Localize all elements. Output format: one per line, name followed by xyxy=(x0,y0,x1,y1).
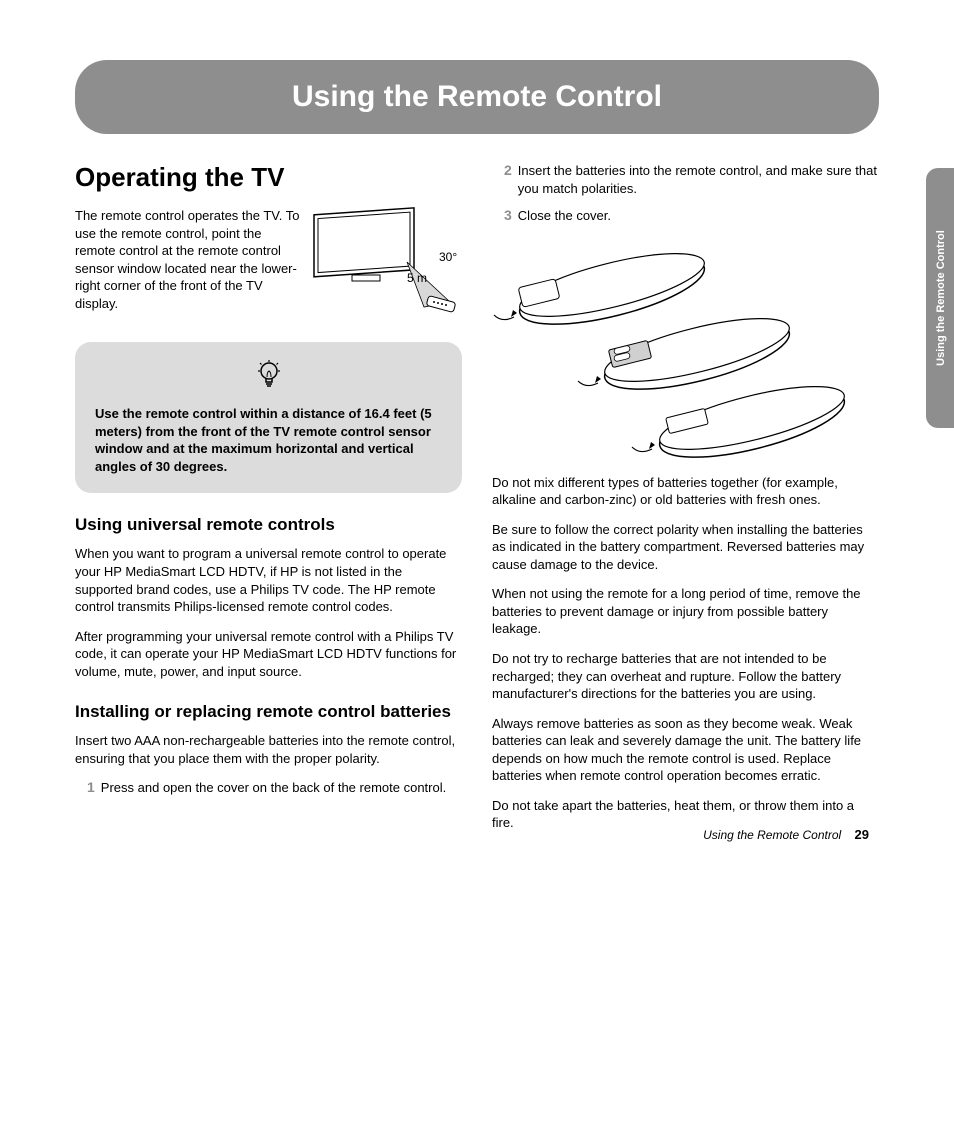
step-item: 2 Insert the batteries into the remote c… xyxy=(504,162,879,197)
footer-section: Using the Remote Control xyxy=(703,828,841,842)
page-content: Using the Remote Control Operating the T… xyxy=(0,0,954,884)
banner-title: Using the Remote Control xyxy=(75,80,879,114)
paragraph: When not using the remote for a long per… xyxy=(492,585,879,638)
page-footer: Using the Remote Control 29 xyxy=(703,827,869,842)
step-text: Insert the batteries into the remote con… xyxy=(518,162,879,197)
paragraph: Do not try to recharge batteries that ar… xyxy=(492,650,879,703)
step-item: 3 Close the cover. xyxy=(504,207,879,225)
tip-box: Use the remote control within a distance… xyxy=(75,342,462,493)
step-text: Close the cover. xyxy=(518,207,611,225)
angle-label: 30° xyxy=(439,250,457,264)
two-column-layout: Operating the TV The remote control oper… xyxy=(75,162,879,844)
intro-block: The remote control operates the TV. To u… xyxy=(75,207,462,324)
lightbulb-icon xyxy=(95,360,442,395)
tv-range-diagram: 5 m 30° xyxy=(312,207,462,322)
remote-step-1 xyxy=(494,240,710,338)
section-heading: Operating the TV xyxy=(75,162,462,193)
subheading-universal: Using universal remote controls xyxy=(75,515,462,535)
remote-step-2 xyxy=(578,305,795,403)
subheading-batteries: Installing or replacing remote control b… xyxy=(75,702,462,722)
step-number: 1 xyxy=(87,779,95,797)
step-number: 3 xyxy=(504,207,512,225)
distance-label: 5 m xyxy=(407,271,427,285)
step-number: 2 xyxy=(504,162,512,197)
intro-paragraph: The remote control operates the TV. To u… xyxy=(75,207,300,312)
left-column: Operating the TV The remote control oper… xyxy=(75,162,462,844)
intro-text: The remote control operates the TV. To u… xyxy=(75,207,300,324)
step-item: 1 Press and open the cover on the back o… xyxy=(87,779,462,797)
tip-text: Use the remote control within a distance… xyxy=(95,405,442,475)
paragraph: Be sure to follow the correct polarity w… xyxy=(492,521,879,574)
battery-install-diagram xyxy=(492,235,852,460)
paragraph: Insert two AAA non-rechargeable batterie… xyxy=(75,732,462,767)
paragraph: Always remove batteries as soon as they … xyxy=(492,715,879,785)
step-text: Press and open the cover on the back of … xyxy=(101,779,446,797)
paragraph: After programming your universal remote … xyxy=(75,628,462,681)
chapter-banner: Using the Remote Control xyxy=(75,60,879,134)
page-number: 29 xyxy=(855,827,869,842)
right-column: 2 Insert the batteries into the remote c… xyxy=(492,162,879,844)
paragraph: When you want to program a universal rem… xyxy=(75,545,462,615)
paragraph: Do not mix different types of batteries … xyxy=(492,474,879,509)
